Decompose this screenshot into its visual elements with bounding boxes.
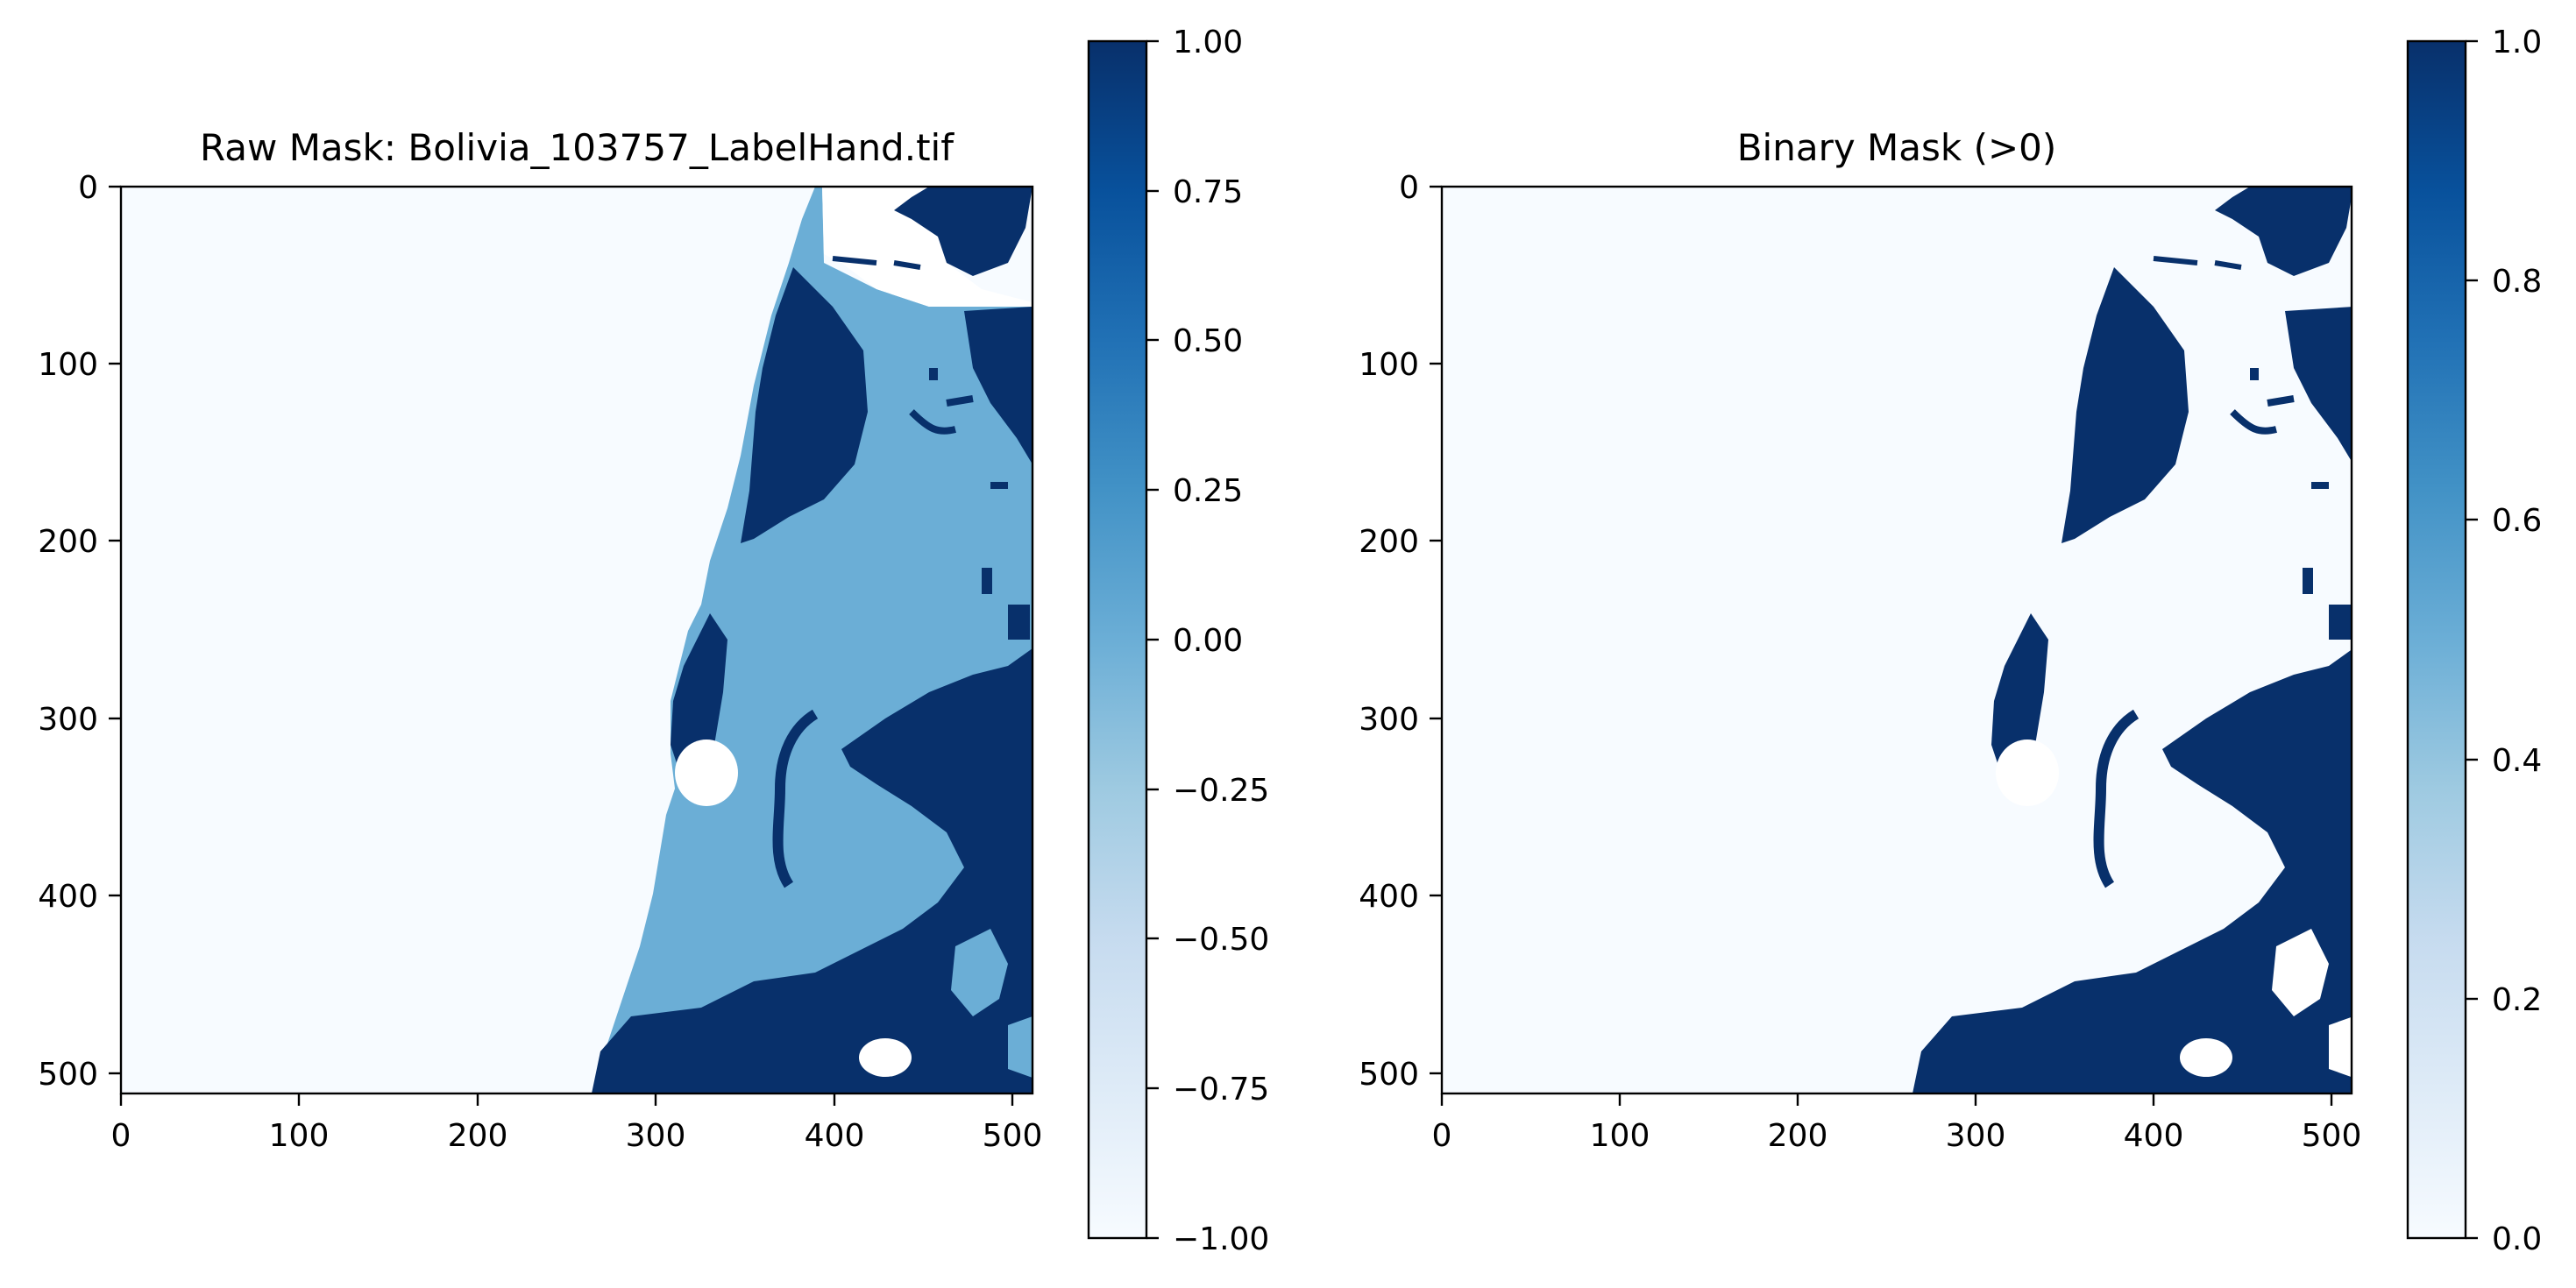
y-tick-label: 400 (38, 879, 98, 915)
raw-mask-y-axis: 0 100 200 300 400 500 (38, 170, 121, 1093)
x-tick-label: 300 (1946, 1118, 2006, 1154)
x-tick-label: 200 (448, 1118, 508, 1154)
y-tick-label: 100 (38, 347, 98, 383)
colorbar-tick-label: −1.00 (1173, 1221, 1269, 1257)
x-tick-label: 500 (2302, 1118, 2362, 1154)
colorbar-tick-label: 0.00 (1173, 623, 1243, 659)
binary-mask-colorbar-gradient (2408, 41, 2466, 1238)
colorbar-tick-label: 0.8 (2492, 264, 2542, 300)
colorbar-tick-label: −0.25 (1173, 773, 1269, 809)
raw-mask-axes-frame (119, 185, 1034, 1095)
colorbar-tick-label: 0.4 (2492, 743, 2542, 779)
colorbar-tick-label: 0.6 (2492, 503, 2542, 539)
y-tick-label: 0 (78, 170, 98, 206)
colorbar-tick-label: 1.00 (1173, 25, 1243, 60)
y-tick-label: 200 (1359, 524, 1419, 560)
x-tick-label: 400 (805, 1118, 865, 1154)
colorbar-tick-label: 0.75 (1173, 174, 1243, 210)
colorbar-tick-label: 1.0 (2492, 25, 2542, 60)
x-tick-label: 100 (269, 1118, 330, 1154)
x-tick-label: 0 (111, 1118, 131, 1154)
binary-mask-axes-frame (1440, 185, 2353, 1095)
y-tick-label: 500 (38, 1057, 98, 1093)
y-tick-label: 400 (1359, 879, 1419, 915)
y-tick-label: 300 (1359, 702, 1419, 738)
colorbar-tick-label: −0.50 (1173, 922, 1269, 958)
raw-mask-title: Raw Mask: Bolivia_103757_LabelHand.tif (200, 126, 954, 169)
binary-mask-y-axis: 0 100 200 300 400 500 (1359, 170, 1442, 1093)
x-tick-label: 200 (1768, 1118, 1828, 1154)
binary-mask-image (1442, 187, 2352, 1093)
x-tick-label: 400 (2124, 1118, 2184, 1154)
x-tick-label: 500 (983, 1118, 1043, 1154)
colorbar-tick-label: 0.50 (1173, 323, 1243, 359)
y-tick-label: 200 (38, 524, 98, 560)
colorbar-tick-label: −0.75 (1173, 1072, 1269, 1108)
colorbar-tick-label: 0.25 (1173, 473, 1243, 509)
y-tick-label: 500 (1359, 1057, 1419, 1093)
y-tick-label: 300 (38, 702, 98, 738)
binary-mask-title: Binary Mask (>0) (1737, 126, 2057, 169)
raw-mask-colorbar: 1.00 0.75 0.50 0.25 0.00 −0.25 −0.50 −0.… (1087, 25, 1269, 1257)
raw-mask-panel: Raw Mask: Bolivia_103757_LabelHand.tif (38, 25, 1269, 1257)
colorbar-tick-label: 0.2 (2492, 982, 2542, 1018)
binary-mask-x-axis: 0 100 200 300 400 500 (1432, 1093, 2362, 1154)
binary-mask-colorbar: 1.0 0.8 0.6 0.4 0.2 0.0 (2406, 25, 2542, 1257)
y-tick-label: 0 (1399, 170, 1419, 206)
colorbar-tick-label: 0.0 (2492, 1221, 2542, 1257)
raw-mask-image (121, 187, 1033, 1093)
x-tick-label: 100 (1590, 1118, 1650, 1154)
binary-mask-panel: Binary Mask (>0) (1359, 25, 2542, 1257)
y-tick-label: 100 (1359, 347, 1419, 383)
x-tick-label: 0 (1432, 1118, 1452, 1154)
raw-mask-colorbar-gradient (1089, 41, 1146, 1238)
raw-mask-x-axis: 0 100 200 300 400 500 (111, 1093, 1043, 1154)
x-tick-label: 300 (626, 1118, 686, 1154)
